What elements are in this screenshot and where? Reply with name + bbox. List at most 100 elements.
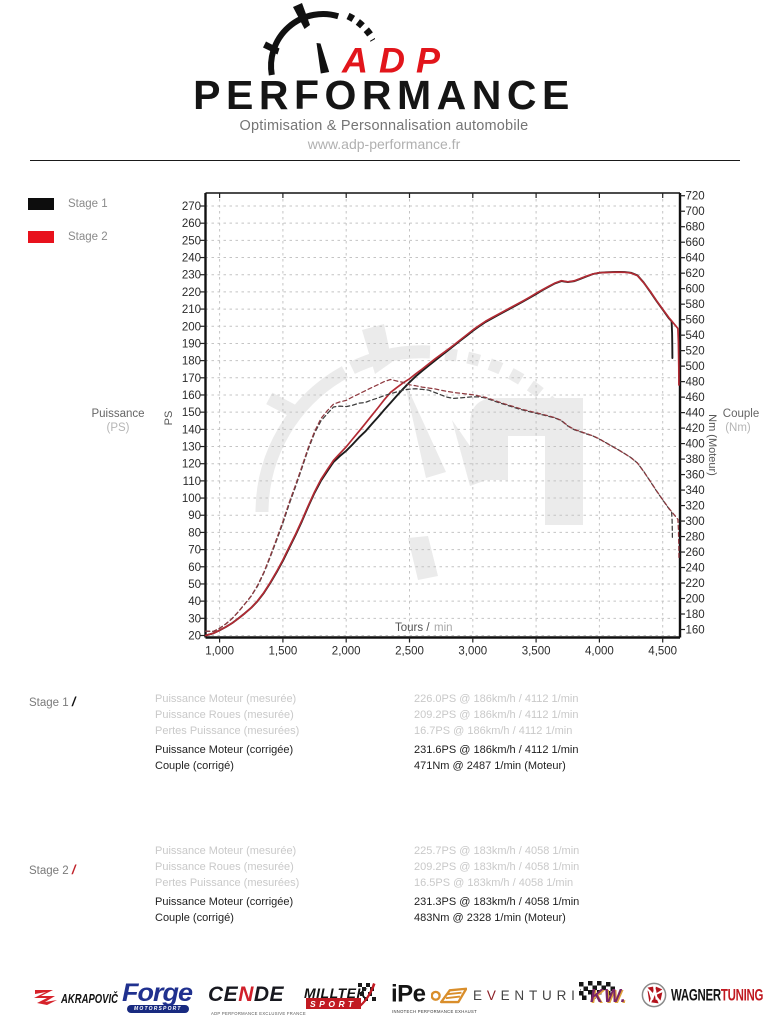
svg-text:720: 720 [686,191,705,203]
svg-text:70: 70 [188,545,201,557]
svg-text:360: 360 [686,470,705,482]
milltek-sport-banner: SPORT [306,998,361,1009]
plot-frame [204,192,682,639]
footer-brand-strip: AKRAPOVIČ Forge MOTORSPORT CENDE ADP PER… [0,974,768,1016]
svg-text:320: 320 [686,501,705,513]
svg-text:3,000: 3,000 [458,646,487,658]
svg-text:200: 200 [686,594,705,606]
svg-text:180: 180 [182,356,201,368]
svg-text:40: 40 [188,596,201,608]
svg-text:400: 400 [686,439,705,451]
row-value: 209.2PS @ 183km/h / 4058 1/min [414,860,580,873]
svg-text:220: 220 [182,287,201,299]
row-label: Pertes Puissance (mesurées) [155,876,300,889]
svg-text:500: 500 [686,361,705,373]
header-divider [30,160,740,161]
svg-text:2,500: 2,500 [395,646,424,658]
svg-text:60: 60 [188,562,201,574]
cende-tagline: ADP PERFORMANCE EXCLUSIVE FRANCE [211,1011,306,1016]
milltek-flag-icon [357,983,376,1008]
row-label: Puissance Moteur (corrigée) [155,743,294,756]
watermark-adp-logo [255,324,583,580]
svg-text:280: 280 [686,532,705,544]
milltek-wordmark: MILLTEK [304,985,368,1001]
legend-swatch [28,198,54,210]
svg-text:230: 230 [182,270,201,282]
brand-milltek: MILLTEK SPORT [304,983,376,1024]
series-stage-1-couple-nm- [205,388,674,633]
y-left-axis-unit: PS [163,411,175,426]
akrapovic-wordmark: AKRAPOVIČ [61,991,119,1007]
svg-text:300: 300 [686,516,705,528]
series-stage-2-puissance-ps- [204,271,680,637]
svg-text:240: 240 [686,563,705,575]
svg-text:460: 460 [686,392,705,404]
cende-wordmark: CENDE [208,983,285,1006]
y-left-axis-title: Puissance [91,408,144,420]
row-value: 483Nm @ 2328 1/min (Moteur) [414,911,566,924]
row-label: Puissance Roues (mesurée) [155,709,294,722]
svg-text:4,000: 4,000 [585,646,614,658]
akrapovic-scorpion-icon [34,990,57,1005]
y-left-axis-title-sub: (PS) [107,422,130,434]
svg-text:4,500: 4,500 [648,646,677,658]
row-value: 226.0PS @ 186km/h / 4112 1/min [414,693,579,705]
wagnertuning-badge-icon [641,982,667,1008]
kw-checkered-flag-icon [579,981,615,1000]
legend-swatch [28,231,54,243]
svg-text:130: 130 [182,442,201,454]
row-value: 209.2PS @ 186km/h / 4112 1/min [414,709,579,722]
stage-block-label: Stage 1 / [29,694,76,709]
ipe-wordmark: iPe [391,980,426,1008]
svg-text:600: 600 [686,284,705,296]
stage-block-label: Stage 2 / [29,862,76,877]
row-value: 225.7PS @ 183km/h / 4058 1/min [414,844,580,857]
svg-text:220: 220 [686,578,705,590]
eventuri-wordmark: EVENTURI' [473,988,581,1003]
row-label: Puissance Roues (mesurée) [155,860,294,873]
svg-text:200: 200 [182,321,201,333]
y-right-tick-labels: 160 180 200 220 240 260 280 300 320 340 360 380 400 4… [686,191,705,637]
svg-text:260: 260 [182,218,201,230]
svg-text:50: 50 [188,579,201,591]
forge-motorsport-banner: MOTORSPORT [127,1005,189,1013]
wagnertuning-wordmark: WAGNERTUNING [671,984,764,1005]
stage-line-style-slash: / [71,862,76,877]
svg-text:420: 420 [686,423,705,435]
ipe-tagline: INNOTECH PERFORMANCE EXHAUST [392,1009,477,1014]
forge-wordmark: Forge [122,979,193,1007]
row-value: 231.6PS @ 186km/h / 4112 1/min [414,743,579,756]
axis-ticks [200,193,685,643]
grid-lines [205,193,680,638]
row-label: Puissance Moteur (corrigée) [155,895,294,908]
svg-text:90: 90 [188,510,201,522]
svg-text:540: 540 [686,330,705,342]
svg-text:440: 440 [686,408,705,420]
svg-text:30: 30 [188,613,201,625]
row-label: Puissance Moteur (mesurée) [155,844,297,857]
svg-text:520: 520 [686,346,705,358]
legend-label: Stage 1 [68,198,108,210]
row-value: 16.5PS @ 183km/h / 4058 1/min [414,876,574,889]
svg-text:680: 680 [686,222,705,234]
svg-text:170: 170 [182,373,201,385]
series-stage-2-couple-nm- [205,378,680,633]
brand-performance: PERFORMANCE [193,72,575,118]
svg-text:110: 110 [183,476,201,488]
brand-adp: ADP [342,40,452,81]
svg-text:190: 190 [182,338,201,350]
svg-text:380: 380 [686,454,705,466]
svg-text:100: 100 [182,493,201,505]
kw-wordmark: KW. [590,986,627,1006]
svg-text:180: 180 [686,609,705,621]
svg-text:3,500: 3,500 [522,646,551,658]
svg-text:580: 580 [686,299,705,311]
y-left-tick-labels: 20 30 40 50 60 70 80 90 100 110 120 130 140 150 160 170… [182,201,201,643]
speedometer-gauge-icon [263,3,375,76]
legend-label: Stage 2 [68,231,108,243]
row-label: Couple (corrigé) [155,911,234,924]
svg-text:480: 480 [686,377,705,389]
svg-text:20: 20 [188,631,201,643]
svg-text:640: 640 [686,253,705,265]
